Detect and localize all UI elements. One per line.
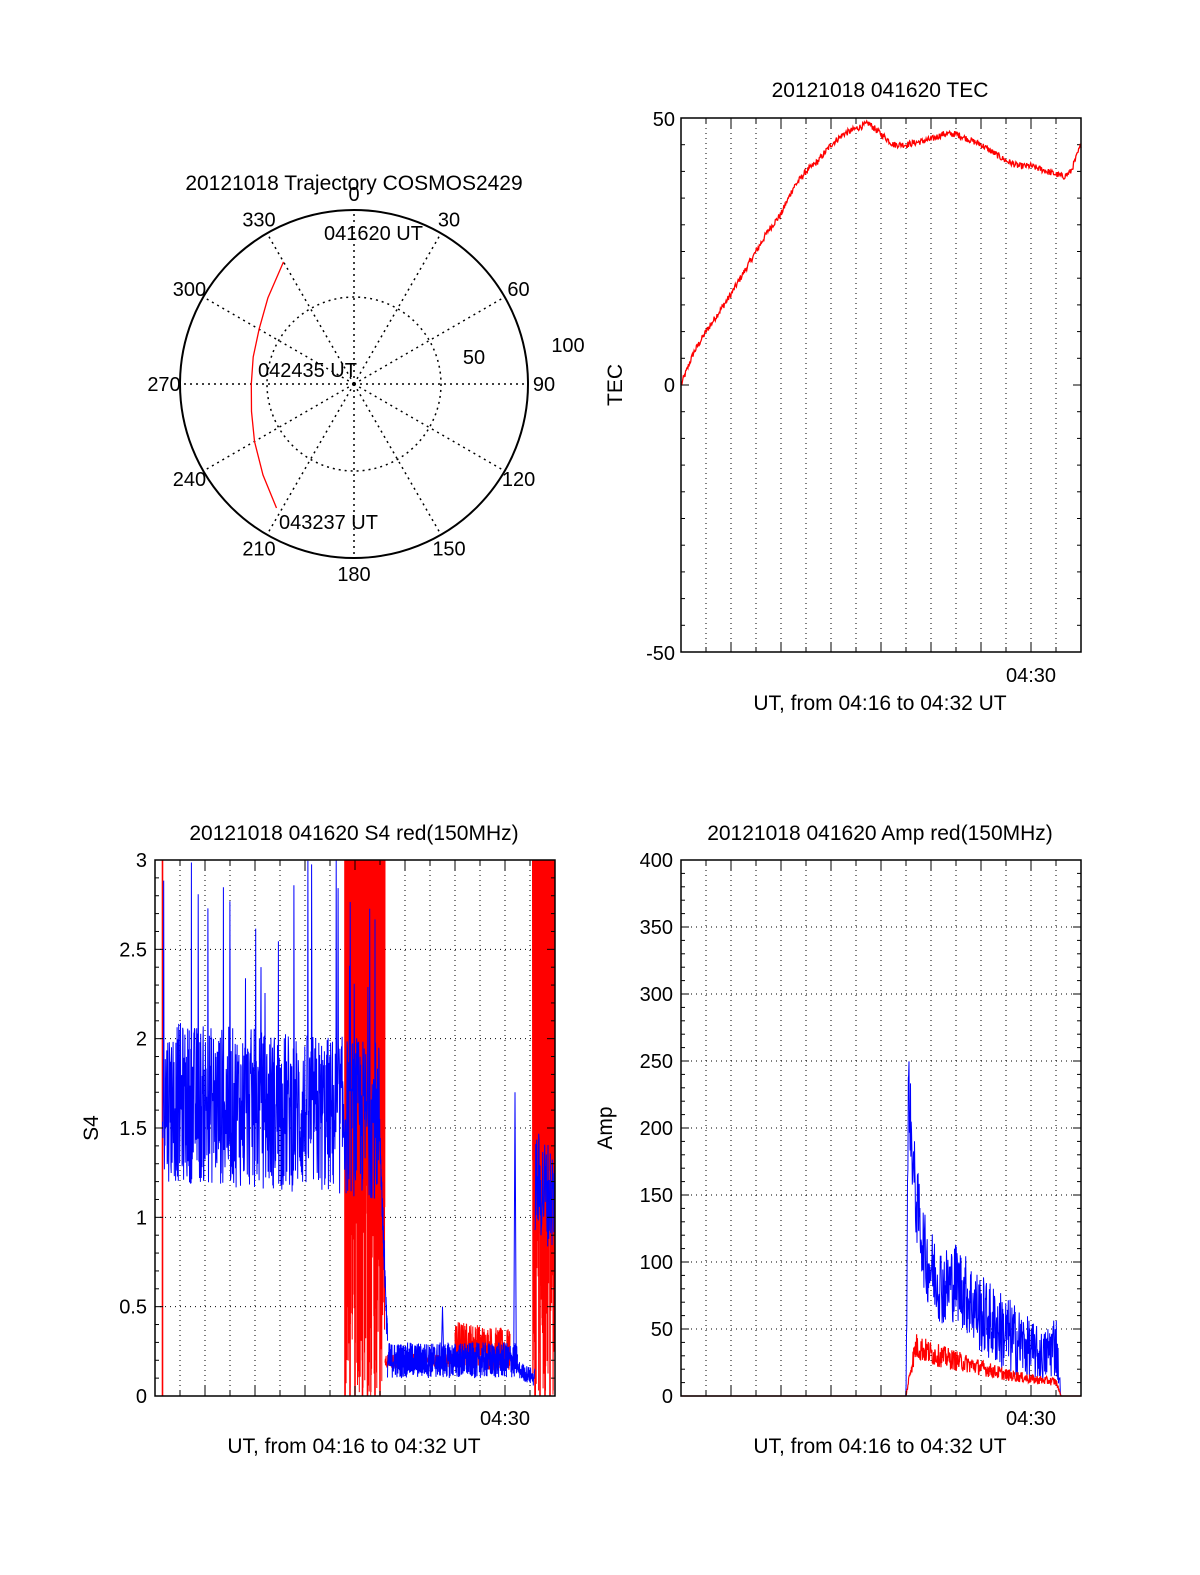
s4-xtick-0430: 04:30 — [480, 1408, 530, 1430]
s4-xlabel: UT, from 04:16 to 04:32 UT — [227, 1435, 480, 1458]
amp-xtick-0430: 04:30 — [1006, 1408, 1056, 1430]
s4-blue-line-0 — [162, 859, 381, 1199]
s4-blue-line-3 — [517, 1362, 536, 1386]
amp-ytick-label-2: 300 — [640, 984, 673, 1006]
polar-azimuth-label-300: 300 — [173, 279, 206, 301]
amp-xlabel: UT, from 04:16 to 04:32 UT — [753, 1435, 1006, 1458]
polar-azimuth-label-330: 330 — [242, 209, 275, 231]
polar-spoke-30 — [353, 232, 442, 385]
s4-blue-peak-1 — [440, 1306, 445, 1361]
amp-frame — [680, 859, 1082, 1397]
tec-title: 20121018 041620 TEC — [772, 79, 989, 102]
amp-grid — [681, 860, 1081, 1396]
polar-radial-label-50: 50 — [463, 347, 485, 369]
polar-spoke-120 — [353, 383, 506, 472]
polar-outer-circle — [179, 209, 529, 559]
tec-panel: 20121018 041620 TEC 50 0 -50 04:30 UT, f… — [604, 79, 1082, 715]
s4-blue-peak-0 — [513, 1092, 517, 1361]
polar-start-time-label: 041620 UT — [324, 223, 423, 245]
polar-title: 20121018 Trajectory COSMOS2429 — [185, 172, 522, 195]
tec-grid — [705, 118, 1057, 652]
s4-ytick-label-2: 2 — [136, 1029, 147, 1051]
polar-azimuth-label-270: 270 — [147, 374, 180, 396]
polar-azimuth-label-120: 120 — [502, 469, 535, 491]
polar-spoke-330 — [266, 232, 355, 385]
polar-azimuth-label-30: 30 — [438, 209, 460, 231]
polar-spoke-240 — [202, 383, 355, 472]
tec-xtick-0430: 04:30 — [1006, 665, 1056, 687]
s4-frame — [154, 859, 556, 1397]
amp-ytick-label-1: 350 — [640, 917, 673, 939]
s4-ytick-label-3: 1.5 — [119, 1118, 147, 1140]
amp-ytick-label-7: 50 — [651, 1319, 673, 1341]
amp-panel: 20121018 041620 Amp red(150MHz) 400 350 30… — [594, 822, 1082, 1458]
polar-azimuth-label-0: 0 — [348, 184, 359, 206]
s4-ytick-label-5: 0.5 — [119, 1297, 147, 1319]
polar-azimuth-label-240: 240 — [173, 469, 206, 491]
tec-frame — [680, 117, 1082, 653]
s4-blue-line-2 — [387, 1342, 518, 1379]
polar-azimuth-label-210: 210 — [242, 539, 275, 561]
s4-panel: 20121018 041620 S4 red(150MHz) 3 2.5 2 1.5 1… — [80, 822, 556, 1458]
amp-title: 20121018 041620 Amp red(150MHz) — [707, 822, 1053, 845]
tec-ylabel: TEC — [604, 364, 627, 406]
amp-ytick-label-8: 0 — [662, 1386, 673, 1408]
tec-ytick-0: 0 — [664, 375, 675, 397]
amp-ytick-label-5: 150 — [640, 1185, 673, 1207]
polar-spoke-300 — [202, 296, 355, 385]
tec-ytick-50: 50 — [653, 109, 675, 131]
polar-trajectory-plot: 20121018 Trajectory COSMOS2429 0 30 60 90 12… — [147, 172, 584, 586]
polar-spokes — [180, 210, 528, 558]
s4-ylabel: S4 — [80, 1115, 103, 1141]
s4-blue-line-1 — [379, 1137, 388, 1341]
polar-trajectory-line — [250, 261, 285, 509]
tec-xlabel: UT, from 04:16 to 04:32 UT — [753, 692, 1006, 715]
s4-ytick-label-0: 3 — [136, 850, 147, 872]
amp-ytick-label-0: 400 — [640, 850, 673, 872]
s4-ytick-label-6: 0 — [136, 1386, 147, 1408]
polar-azimuth-label-90: 90 — [533, 374, 555, 396]
amp-ytick-label-4: 200 — [640, 1118, 673, 1140]
s4-blue-line-4 — [534, 1133, 556, 1247]
s4-ytick-label-4: 1 — [136, 1207, 147, 1229]
amp-ytick-label-3: 250 — [640, 1051, 673, 1073]
amp-ytick-label-6: 100 — [640, 1252, 673, 1274]
polar-azimuth-label-150: 150 — [432, 539, 465, 561]
tec-ticks — [681, 117, 1081, 653]
tec-series-line — [680, 119, 1082, 386]
polar-spoke-150 — [353, 383, 442, 536]
polar-azimuth-label-180: 180 — [337, 564, 370, 586]
polar-azimuth-label-60: 60 — [507, 279, 529, 301]
polar-spoke-60 — [353, 296, 506, 385]
amp-ylabel: Amp — [594, 1106, 617, 1149]
polar-spoke-210 — [266, 383, 355, 536]
s4-ytick-label-1: 2.5 — [119, 939, 147, 961]
tec-ytick-neg50: -50 — [646, 643, 675, 665]
amp-ytick-labels: 400 350 300 250 200 150 100 50 0 — [640, 850, 673, 1408]
s4-title: 20121018 041620 S4 red(150MHz) — [189, 822, 518, 845]
polar-end-time-label: 043237 UT — [279, 512, 378, 534]
polar-inner-circle — [266, 296, 442, 472]
polar-middle-time-label: 042435 UT — [258, 360, 357, 382]
polar-azimuth-labels: 0 30 60 90 120 150 180 210 240 270 300 330 — [147, 184, 555, 586]
polar-radial-label-100: 100 — [551, 335, 584, 357]
s4-blue-series — [162, 859, 556, 1386]
s4-ytick-labels: 3 2.5 2 1.5 1 0.5 0 — [119, 850, 147, 1408]
